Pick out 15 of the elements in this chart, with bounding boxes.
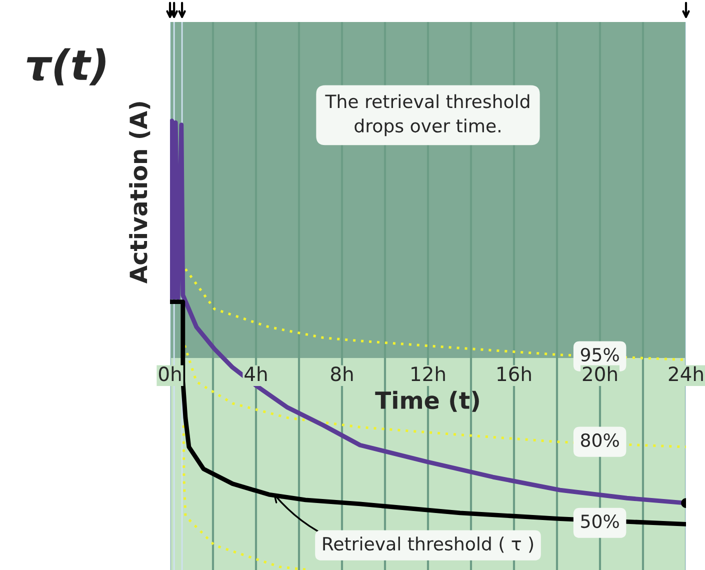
annotation: Retrieval threshold ( τ ) (323, 536, 534, 553)
y-axis-title: Activation (A) (129, 102, 150, 284)
annotation: 50% (581, 514, 619, 528)
annotation: The retrieval threshold drops over time. (325, 94, 530, 136)
x-tick-label: 4h (244, 366, 267, 381)
x-tick-label: 20h (582, 366, 617, 382)
annotation: 95% (580, 348, 619, 362)
x-tick-label: 16h (498, 366, 531, 382)
x-axis-title: Time (t) (375, 390, 479, 412)
x-tick-label: 12h (412, 366, 445, 381)
chart-title: τ(t) (26, 48, 106, 86)
annotation: 80% (580, 433, 619, 448)
x-tick-label: 24h (668, 366, 703, 381)
x-tick-label: 0h (158, 366, 181, 382)
x-tick-label: 8h (330, 366, 353, 382)
